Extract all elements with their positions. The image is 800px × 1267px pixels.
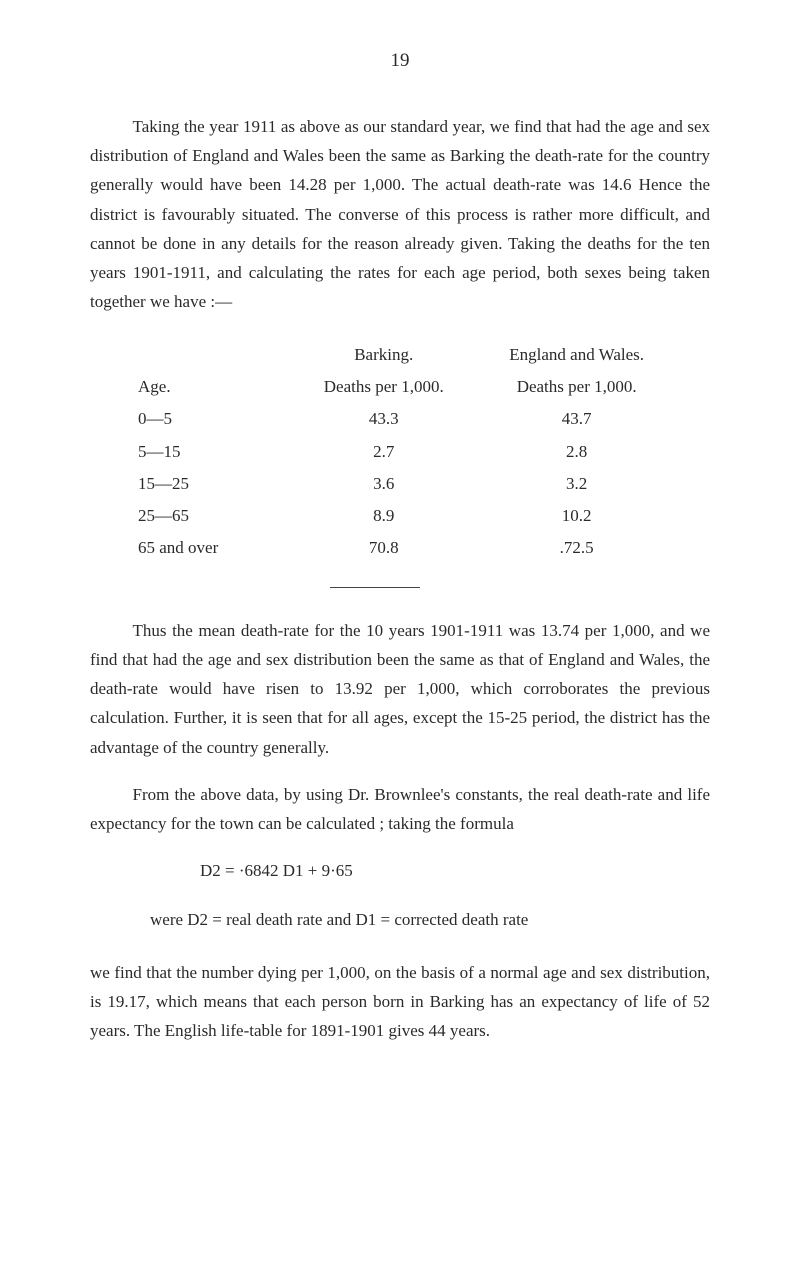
cell-barking: 43.3	[294, 403, 473, 435]
cell-barking: 70.8	[294, 532, 473, 564]
table-row: 0—5 43.3 43.7	[120, 403, 680, 435]
paragraph-2: Thus the mean death-rate for the 10 year…	[90, 616, 710, 762]
col-header-england: England and Wales.	[473, 339, 680, 371]
cell-england: 10.2	[473, 500, 680, 532]
cell-england: 3.2	[473, 468, 680, 500]
blank-cell	[120, 339, 294, 371]
paragraph-3: From the above data, by using Dr. Brownl…	[90, 780, 710, 838]
col-header-age: Age.	[120, 371, 294, 403]
cell-barking: 3.6	[294, 468, 473, 500]
cell-england: .72.5	[473, 532, 680, 564]
cell-england: 2.8	[473, 436, 680, 468]
divider	[330, 587, 420, 588]
cell-barking: 2.7	[294, 436, 473, 468]
table-header-row-2: Age. Deaths per 1,000. Deaths per 1,000.	[120, 371, 680, 403]
cell-age: 25—65	[120, 500, 294, 532]
cell-age: 15—25	[120, 468, 294, 500]
cell-england: 43.7	[473, 403, 680, 435]
formula-where: were D2 = real death rate and D1 = corre…	[150, 905, 710, 936]
cell-age: 5—15	[120, 436, 294, 468]
table-row: 25—65 8.9 10.2	[120, 500, 680, 532]
paragraph-4: we find that the number dying per 1,000,…	[90, 958, 710, 1046]
page: 19 Taking the year 1911 as above as our …	[0, 0, 800, 1113]
cell-barking: 8.9	[294, 500, 473, 532]
table-row: 5—15 2.7 2.8	[120, 436, 680, 468]
col-header-barking: Barking.	[294, 339, 473, 371]
paragraph-1: Taking the year 1911 as above as our sta…	[90, 112, 710, 317]
cell-age: 0—5	[120, 403, 294, 435]
table-row: 65 and over 70.8 .72.5	[120, 532, 680, 564]
col-subheader-barking: Deaths per 1,000.	[294, 371, 473, 403]
page-number: 19	[90, 50, 710, 72]
col-subheader-england: Deaths per 1,000.	[473, 371, 680, 403]
cell-age: 65 and over	[120, 532, 294, 564]
death-rate-table: Barking. England and Wales. Age. Deaths …	[120, 339, 680, 565]
table-header-row-1: Barking. England and Wales.	[120, 339, 680, 371]
formula: D2 = ·6842 D1 + 9·65	[200, 856, 710, 887]
table-row: 15—25 3.6 3.2	[120, 468, 680, 500]
